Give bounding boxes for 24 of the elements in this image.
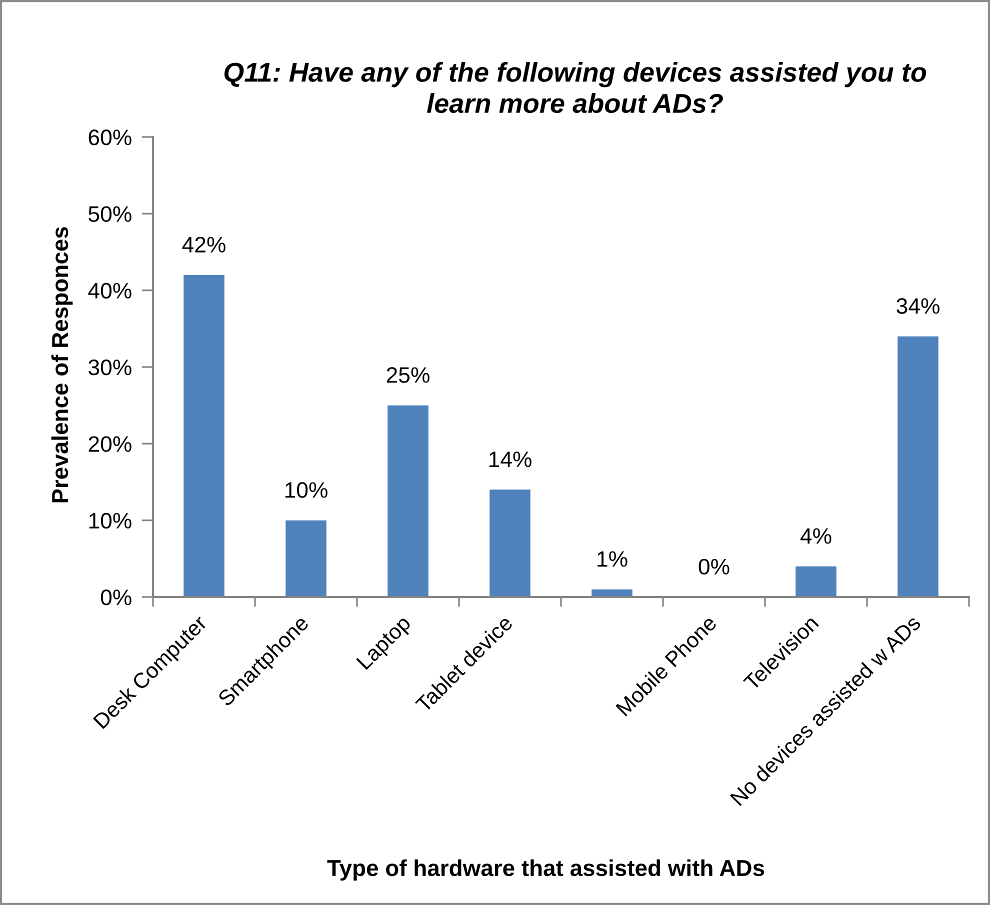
data-label: 34% — [896, 298, 940, 314]
bar — [184, 275, 224, 597]
data-label: 25% — [386, 367, 430, 383]
chart-title: Q11: Have any of the following devices assisted you to learn more about ADs? — [224, 62, 926, 114]
bar — [898, 336, 938, 597]
data-label: 10% — [285, 482, 328, 498]
data-label: 14% — [489, 452, 532, 468]
y-tick-label: 50% — [88, 206, 132, 222]
data-label: 42% — [182, 236, 226, 252]
data-label: 4% — [800, 528, 832, 544]
y-tick-label: 0% — [100, 590, 132, 606]
data-label: 1% — [598, 551, 628, 567]
data-label: 0% — [698, 558, 730, 575]
bar — [490, 490, 530, 597]
y-tick-label: 10% — [89, 512, 132, 529]
x-axis-title: Type of hardware that assisted with ADs — [327, 859, 764, 881]
bar — [388, 405, 428, 597]
y-axis-title: Prevalence of Responces — [51, 227, 73, 502]
y-tick-label: 60% — [88, 130, 132, 146]
y-tick-label: 30% — [88, 360, 132, 376]
bar — [796, 566, 836, 597]
y-tick-label: 20% — [88, 436, 132, 452]
bar — [286, 520, 326, 597]
y-tick-label: 40% — [88, 282, 132, 299]
